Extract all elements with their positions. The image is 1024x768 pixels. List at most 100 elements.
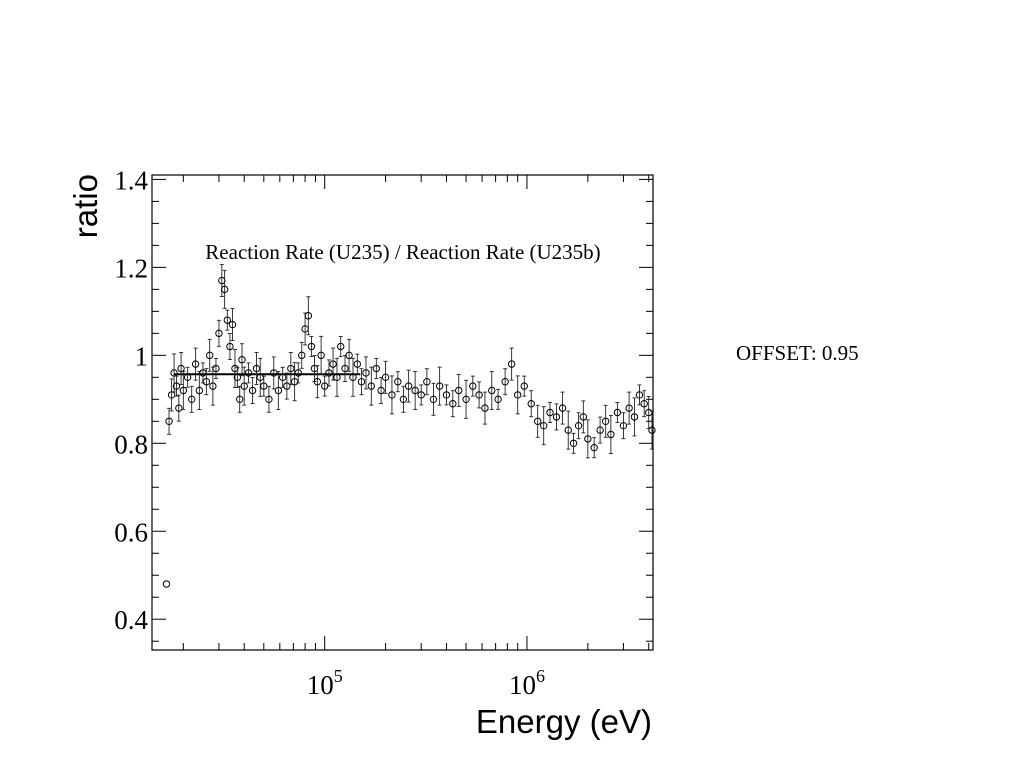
data-point	[613, 408, 622, 417]
data-point	[423, 378, 431, 386]
data-point	[294, 369, 302, 377]
data-point	[455, 386, 463, 395]
data-point	[167, 391, 176, 399]
y-tick-label: 1	[135, 341, 149, 371]
data-point	[619, 421, 628, 430]
data-point	[170, 369, 178, 377]
data-point	[226, 342, 234, 351]
data-point	[574, 421, 583, 430]
data-point	[317, 351, 325, 360]
data-point	[212, 364, 220, 373]
data-point	[238, 356, 246, 364]
data-point	[223, 316, 232, 324]
y-axis-ticks: 0.4 0.6 0.8 1 1.2 1.4	[114, 165, 653, 635]
data-point	[195, 386, 204, 395]
data-point	[209, 382, 217, 390]
data-point	[462, 395, 470, 404]
data-point	[372, 364, 381, 373]
data-point	[202, 378, 211, 386]
data-point	[283, 382, 291, 390]
data-point	[377, 386, 385, 395]
data-point	[501, 378, 509, 386]
data-point	[244, 369, 253, 377]
data-point	[231, 364, 239, 373]
data-point	[481, 404, 489, 412]
data-point	[488, 386, 496, 395]
data-point	[388, 391, 396, 399]
data-point	[399, 395, 408, 404]
plot-frame	[151, 174, 654, 651]
data-point	[527, 400, 535, 408]
data-point	[228, 320, 237, 329]
data-point	[298, 351, 306, 360]
data-point	[304, 312, 313, 320]
data-point	[442, 391, 451, 399]
x-tick-label: 106	[509, 666, 545, 700]
data-point	[215, 329, 223, 338]
data-point	[362, 369, 370, 377]
data-point	[429, 395, 438, 404]
data-point	[236, 395, 244, 404]
y-axis-title: ratio	[67, 174, 104, 238]
data-point	[172, 382, 181, 390]
y-tick-label: 1.2	[114, 253, 148, 283]
offset-label: OFFSET: 0.95	[736, 341, 859, 365]
data-point	[329, 360, 337, 368]
data-point	[162, 580, 171, 588]
data-point	[558, 404, 567, 412]
data-point	[233, 373, 242, 382]
data-point	[469, 382, 477, 390]
data-point	[475, 391, 483, 399]
data-point	[353, 360, 362, 368]
data-point	[546, 408, 554, 417]
data-point	[345, 351, 353, 360]
data-point	[220, 285, 229, 294]
data-point	[404, 382, 413, 390]
data-point	[349, 373, 357, 382]
data-point	[579, 413, 588, 421]
data-point	[648, 426, 656, 434]
y-tick-label: 0.4	[114, 605, 148, 635]
data-points	[162, 264, 656, 588]
plot-title: Reaction Rate (U235) / Reaction Rate (U2…	[205, 240, 600, 264]
data-point	[533, 417, 542, 425]
data-point	[635, 391, 644, 399]
x-axis-ticks: 105 106	[307, 175, 545, 700]
y-tick-label: 0.8	[114, 429, 148, 459]
data-point	[188, 395, 196, 404]
data-point	[435, 382, 444, 390]
data-point	[584, 435, 592, 443]
data-point	[494, 395, 502, 404]
data-point	[564, 426, 572, 434]
data-point	[411, 386, 419, 395]
data-point	[175, 404, 183, 412]
data-point	[341, 364, 349, 373]
minor-ticks	[152, 175, 653, 650]
data-point	[205, 351, 214, 360]
data-point	[630, 413, 639, 421]
data-point	[287, 364, 295, 373]
y-tick-label: 0.6	[114, 517, 148, 547]
data-point	[240, 382, 248, 390]
data-point	[270, 369, 278, 377]
data-point	[252, 364, 261, 373]
x-tick-label: 105	[307, 666, 343, 700]
data-point	[394, 378, 402, 386]
data-point	[333, 373, 341, 382]
data-point	[265, 395, 273, 404]
data-point	[177, 364, 185, 373]
data-point	[539, 421, 548, 430]
data-point	[248, 386, 257, 395]
data-point	[279, 373, 287, 382]
data-point	[191, 360, 200, 368]
data-point	[307, 342, 316, 351]
data-point	[179, 386, 188, 395]
data-point	[520, 382, 528, 390]
data-point	[552, 413, 561, 421]
data-point	[165, 417, 173, 425]
data-point	[513, 391, 522, 399]
data-point	[640, 400, 648, 408]
data-point	[607, 430, 615, 439]
data-point	[183, 373, 192, 382]
